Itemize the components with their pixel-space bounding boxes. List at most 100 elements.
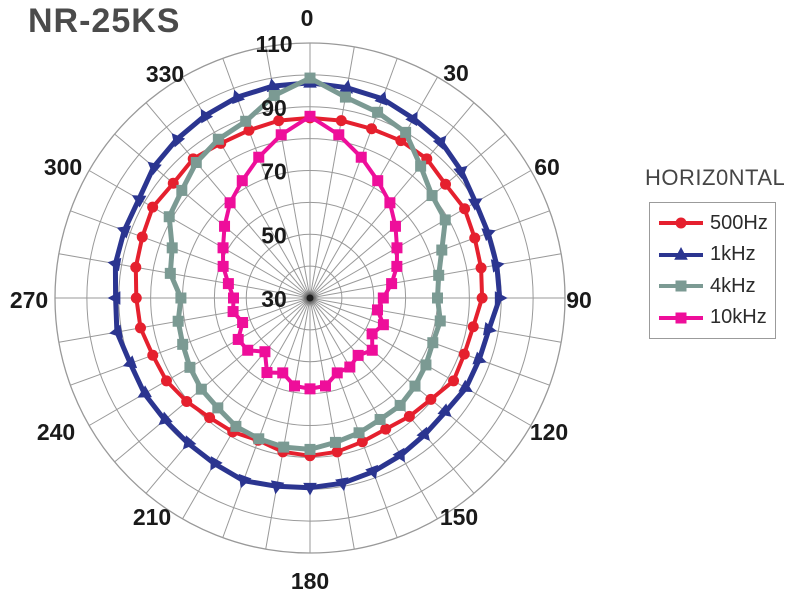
data-point: [472, 351, 487, 365]
data-point: [448, 375, 460, 387]
data-point: [304, 72, 316, 84]
data-point: [374, 413, 386, 425]
data-point: [415, 160, 427, 172]
legend-title: HORIZ0NTAL: [645, 165, 786, 190]
data-point: [458, 379, 473, 393]
data-point: [395, 135, 407, 147]
page-title: NR-25KS: [28, 2, 181, 40]
data-point: [304, 110, 316, 122]
data-point: [469, 232, 481, 244]
legend-marker-1khz: [659, 246, 703, 260]
series-10khz: [217, 110, 403, 395]
data-point: [270, 480, 285, 495]
data-point: [432, 292, 443, 304]
data-point: [333, 129, 345, 141]
data-point: [331, 446, 343, 458]
data-point: [434, 315, 446, 327]
data-point: [475, 262, 487, 274]
data-point: [224, 197, 236, 209]
series-1khz: [107, 74, 508, 496]
data-point: [403, 410, 415, 422]
data-point: [352, 349, 364, 361]
legend-label-10khz: 10kHz: [710, 306, 767, 329]
data-point: [380, 423, 392, 435]
data-point: [427, 337, 439, 349]
data-point: [353, 427, 365, 439]
data-point: [278, 441, 290, 453]
data-point: [212, 133, 224, 145]
data-point: [204, 412, 216, 424]
data-point: [195, 383, 207, 395]
data-point: [182, 435, 197, 450]
data-point: [331, 367, 343, 379]
data-point: [372, 175, 384, 187]
angle-tick-label: 60: [534, 154, 560, 180]
data-point: [459, 203, 471, 215]
data-point: [389, 220, 401, 232]
data-point: [171, 133, 186, 148]
data-point: [391, 242, 403, 254]
radial-axis-labels: 110 90 70 50 30: [255, 31, 292, 312]
data-point: [467, 321, 479, 333]
angle-axis-labels: 0 30 60 90 120 150 180 210 240 270 300 330: [10, 5, 592, 594]
legend-label-4khz: 4kHz: [710, 274, 756, 297]
angle-tick-label: 300: [44, 154, 82, 180]
data-point: [243, 124, 255, 136]
data-point: [134, 322, 146, 334]
data-point: [237, 317, 249, 329]
angle-tick-label: 150: [440, 504, 478, 530]
data-point: [372, 106, 384, 118]
data-point: [490, 259, 505, 273]
data-point: [164, 267, 176, 279]
series-500hz: [130, 112, 488, 462]
data-point: [437, 403, 452, 417]
legend-marker-10khz: [659, 312, 703, 324]
grid-ring: [245, 233, 375, 363]
data-point: [253, 151, 265, 163]
data-point: [365, 464, 378, 480]
angle-tick-label: 240: [37, 419, 75, 445]
data-point: [425, 393, 437, 405]
data-point: [433, 269, 445, 281]
grid-ring: [54, 42, 566, 554]
data-point: [242, 344, 254, 356]
series-4khz: [163, 72, 451, 455]
radial-tick-label: 110: [255, 31, 292, 57]
data-point: [166, 242, 178, 254]
data-point: [131, 195, 147, 208]
angle-tick-label: 210: [133, 504, 171, 530]
center-dot: [306, 294, 314, 302]
radial-tick-label: 70: [261, 159, 287, 185]
data-point: [277, 367, 289, 379]
data-point: [319, 380, 331, 392]
data-point: [494, 291, 508, 305]
data-point: [227, 306, 239, 318]
data-point: [116, 225, 132, 239]
legend-item-4khz: 4kHz: [657, 275, 775, 298]
data-point: [356, 436, 368, 448]
data-point: [436, 244, 448, 256]
data-point: [420, 359, 432, 371]
angle-tick-label: 30: [443, 60, 469, 86]
legend-item-1khz: 1kHz: [657, 243, 775, 266]
data-point: [405, 111, 418, 127]
legend-label-500hz: 500Hz: [710, 211, 768, 234]
data-point: [329, 436, 341, 448]
data-point: [190, 156, 202, 168]
data-point: [366, 123, 378, 135]
data-point: [344, 361, 356, 373]
data-point: [240, 115, 252, 127]
data-point: [147, 201, 159, 213]
legend-label-1khz: 1kHz: [710, 243, 756, 266]
data-point: [458, 348, 470, 360]
grid-ring: [277, 265, 343, 331]
data-point: [339, 79, 353, 94]
data-point: [222, 278, 234, 290]
data-point: [219, 220, 231, 232]
data-point: [147, 349, 159, 361]
data-point: [384, 197, 396, 209]
data-point: [147, 161, 162, 176]
data-point: [160, 375, 172, 387]
data-point: [136, 231, 148, 243]
